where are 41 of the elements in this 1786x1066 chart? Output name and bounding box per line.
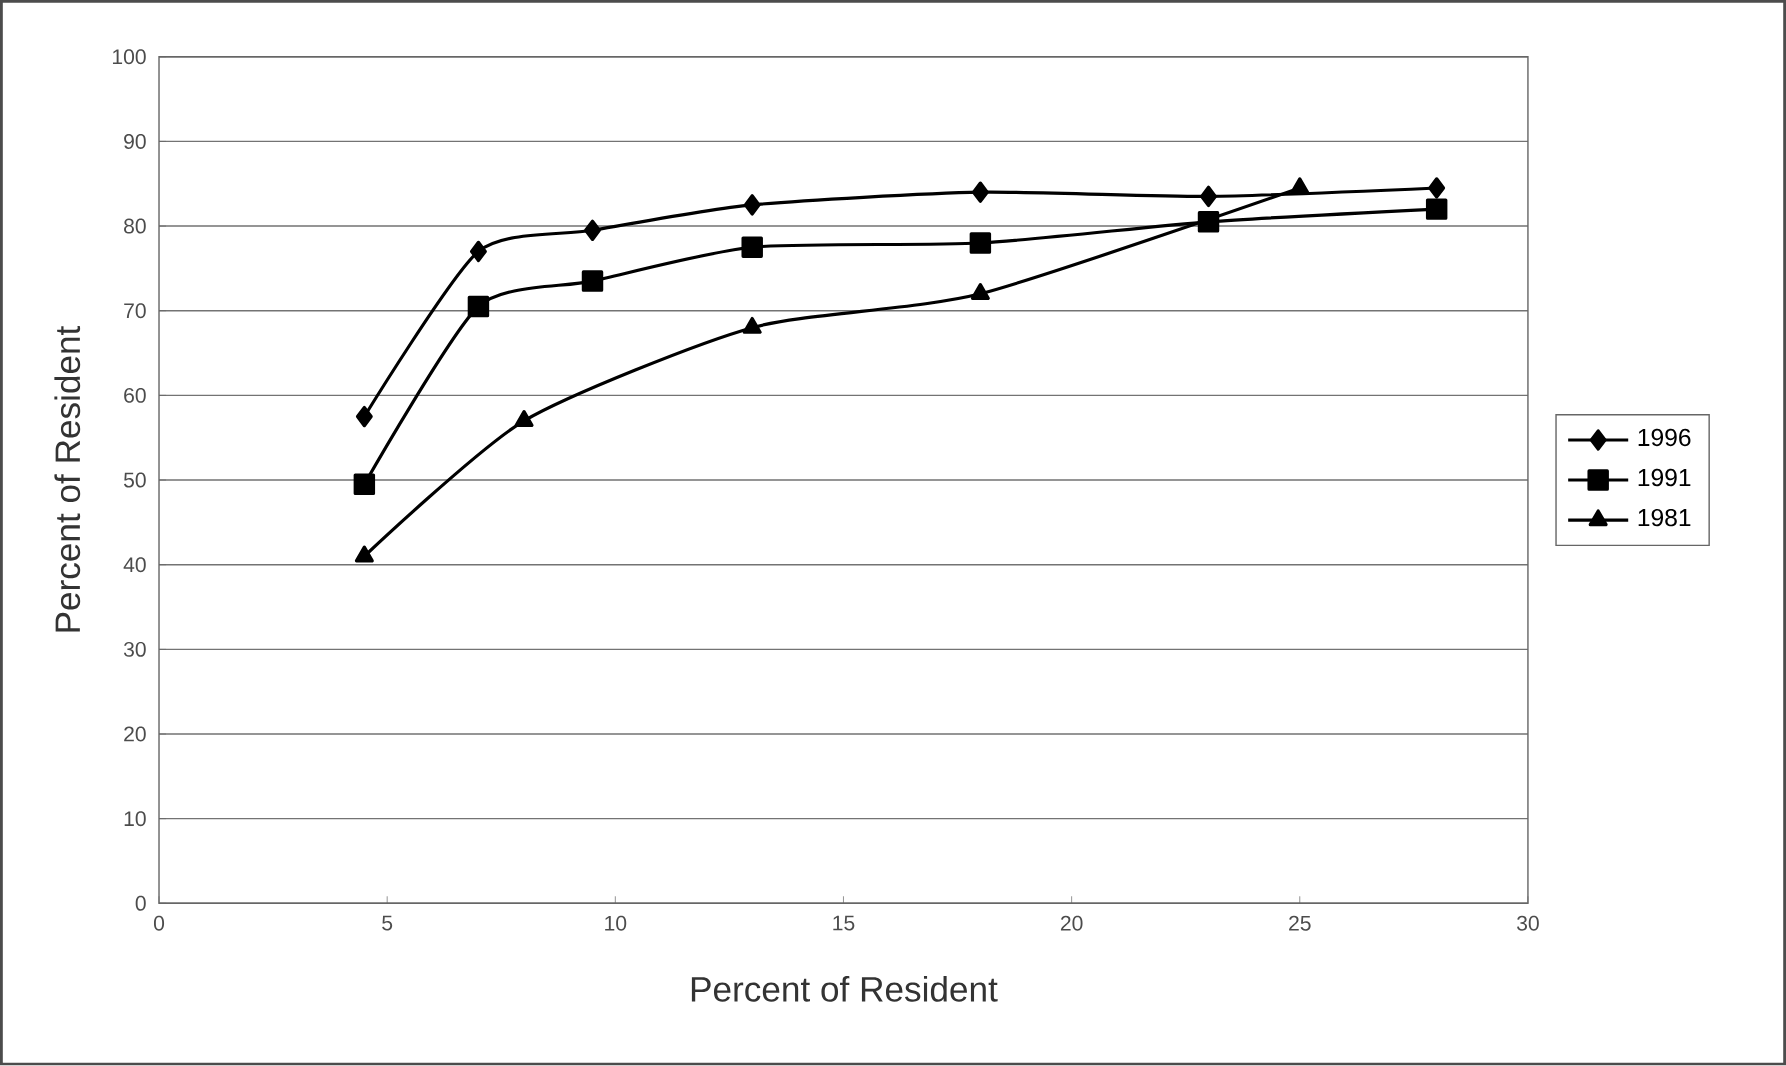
point xyxy=(354,545,374,563)
point xyxy=(742,317,762,335)
y-axis-title: Percent of Resident xyxy=(54,326,81,632)
x-tick-label: 30 xyxy=(1517,915,1539,931)
y-tick-label: 100 xyxy=(112,49,146,65)
point xyxy=(1200,185,1217,208)
x-tick-label: 20 xyxy=(1060,915,1083,931)
point xyxy=(743,194,761,216)
x-tick-label: 0 xyxy=(153,915,165,931)
legend-label: 1996 xyxy=(1638,429,1691,447)
x-tick-label: 25 xyxy=(1289,915,1311,931)
x-tick-label: 10 xyxy=(605,915,627,931)
y-tick-label: 80 xyxy=(124,218,146,234)
y-tick-label: 0 xyxy=(135,896,146,912)
y-tick-label: 90 xyxy=(124,134,146,150)
point xyxy=(355,406,373,428)
y-tick-label: 20 xyxy=(124,726,146,742)
point xyxy=(584,219,601,242)
y-tick-label: 70 xyxy=(124,303,146,319)
point xyxy=(969,232,992,254)
point xyxy=(469,240,487,263)
y-tick-label: 10 xyxy=(124,811,146,827)
point xyxy=(1425,198,1448,221)
y-tick-label: 60 xyxy=(124,388,146,404)
point xyxy=(1197,211,1220,233)
point xyxy=(353,473,376,496)
legend-label: 1981 xyxy=(1638,509,1691,527)
x-tick-label: 15 xyxy=(833,915,855,931)
x-axis-title: Percent of Resident xyxy=(691,976,998,1002)
y-tick-label: 40 xyxy=(123,557,146,573)
point xyxy=(514,410,534,428)
point xyxy=(1428,177,1446,199)
point xyxy=(970,283,990,301)
point xyxy=(581,270,604,293)
x-tick-label: 5 xyxy=(382,915,393,931)
point xyxy=(467,295,490,318)
point xyxy=(741,236,763,259)
y-tick-label: 50 xyxy=(123,472,146,488)
y-tick-label: 30 xyxy=(123,642,146,658)
legend-label: 1991 xyxy=(1638,469,1691,487)
point xyxy=(971,181,989,204)
